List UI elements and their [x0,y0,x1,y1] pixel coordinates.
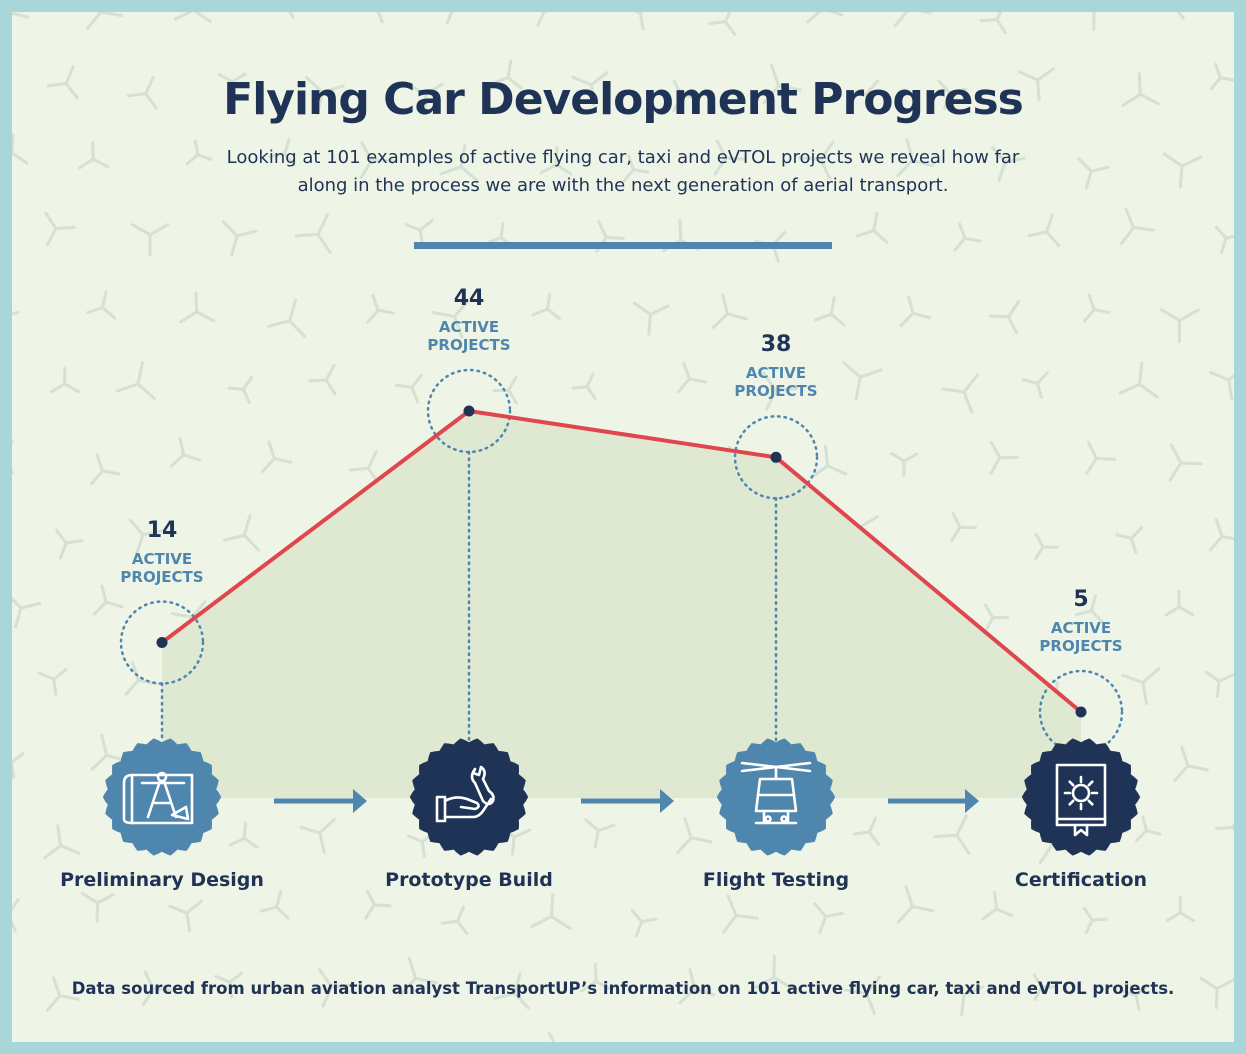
helicopter-icon [716,738,836,856]
series-line [160,409,1083,714]
certification-manual-icon [1021,738,1141,856]
stage-label: Flight Testing [702,869,850,891]
blueprint-compass-icon [102,738,222,856]
stage-label: Preliminary Design [60,869,264,891]
data-value-unit: ACTIVE PROJECTS [1039,619,1123,655]
stage-arrow [888,789,979,813]
stage-arrow [274,789,367,813]
data-point [770,451,782,463]
stage-label: Certification [1014,869,1148,891]
data-value: 14 [146,517,178,543]
source-footnote: Data sourced from urban aviation analyst… [71,979,1175,998]
page-subtitle: Looking at 101 examples of active flying… [226,147,1020,196]
data-point [156,637,168,649]
progress-chart [102,368,1141,856]
stage-arrow [581,789,674,813]
data-value-unit: ACTIVE PROJECTS [427,318,511,354]
data-value-unit: ACTIVE PROJECTS [120,549,204,586]
data-point [463,405,475,417]
hand-wrench-icon [409,738,529,856]
data-value: 44 [453,286,485,311]
data-value: 5 [1073,587,1089,612]
title-divider [414,242,832,249]
stage-label: Prototype Build [385,869,553,891]
page-title: Flying Car Development Progress [223,74,1024,125]
data-point [1075,706,1087,718]
data-value: 38 [760,332,792,358]
area-fill [162,411,1081,798]
data-value-unit: ACTIVE PROJECTS [734,364,818,401]
infographic-frame: Flying Car Development Progress Looking … [12,12,1234,1042]
